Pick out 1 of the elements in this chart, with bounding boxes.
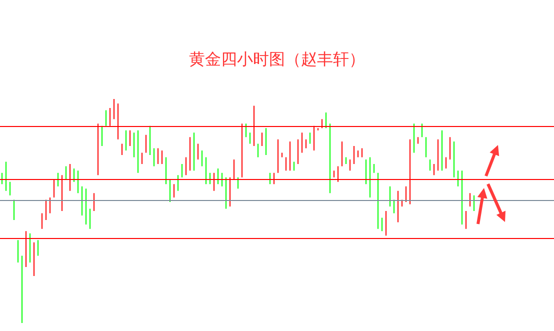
chart-title: 黄金四小时图（赵丰轩） — [189, 50, 365, 68]
